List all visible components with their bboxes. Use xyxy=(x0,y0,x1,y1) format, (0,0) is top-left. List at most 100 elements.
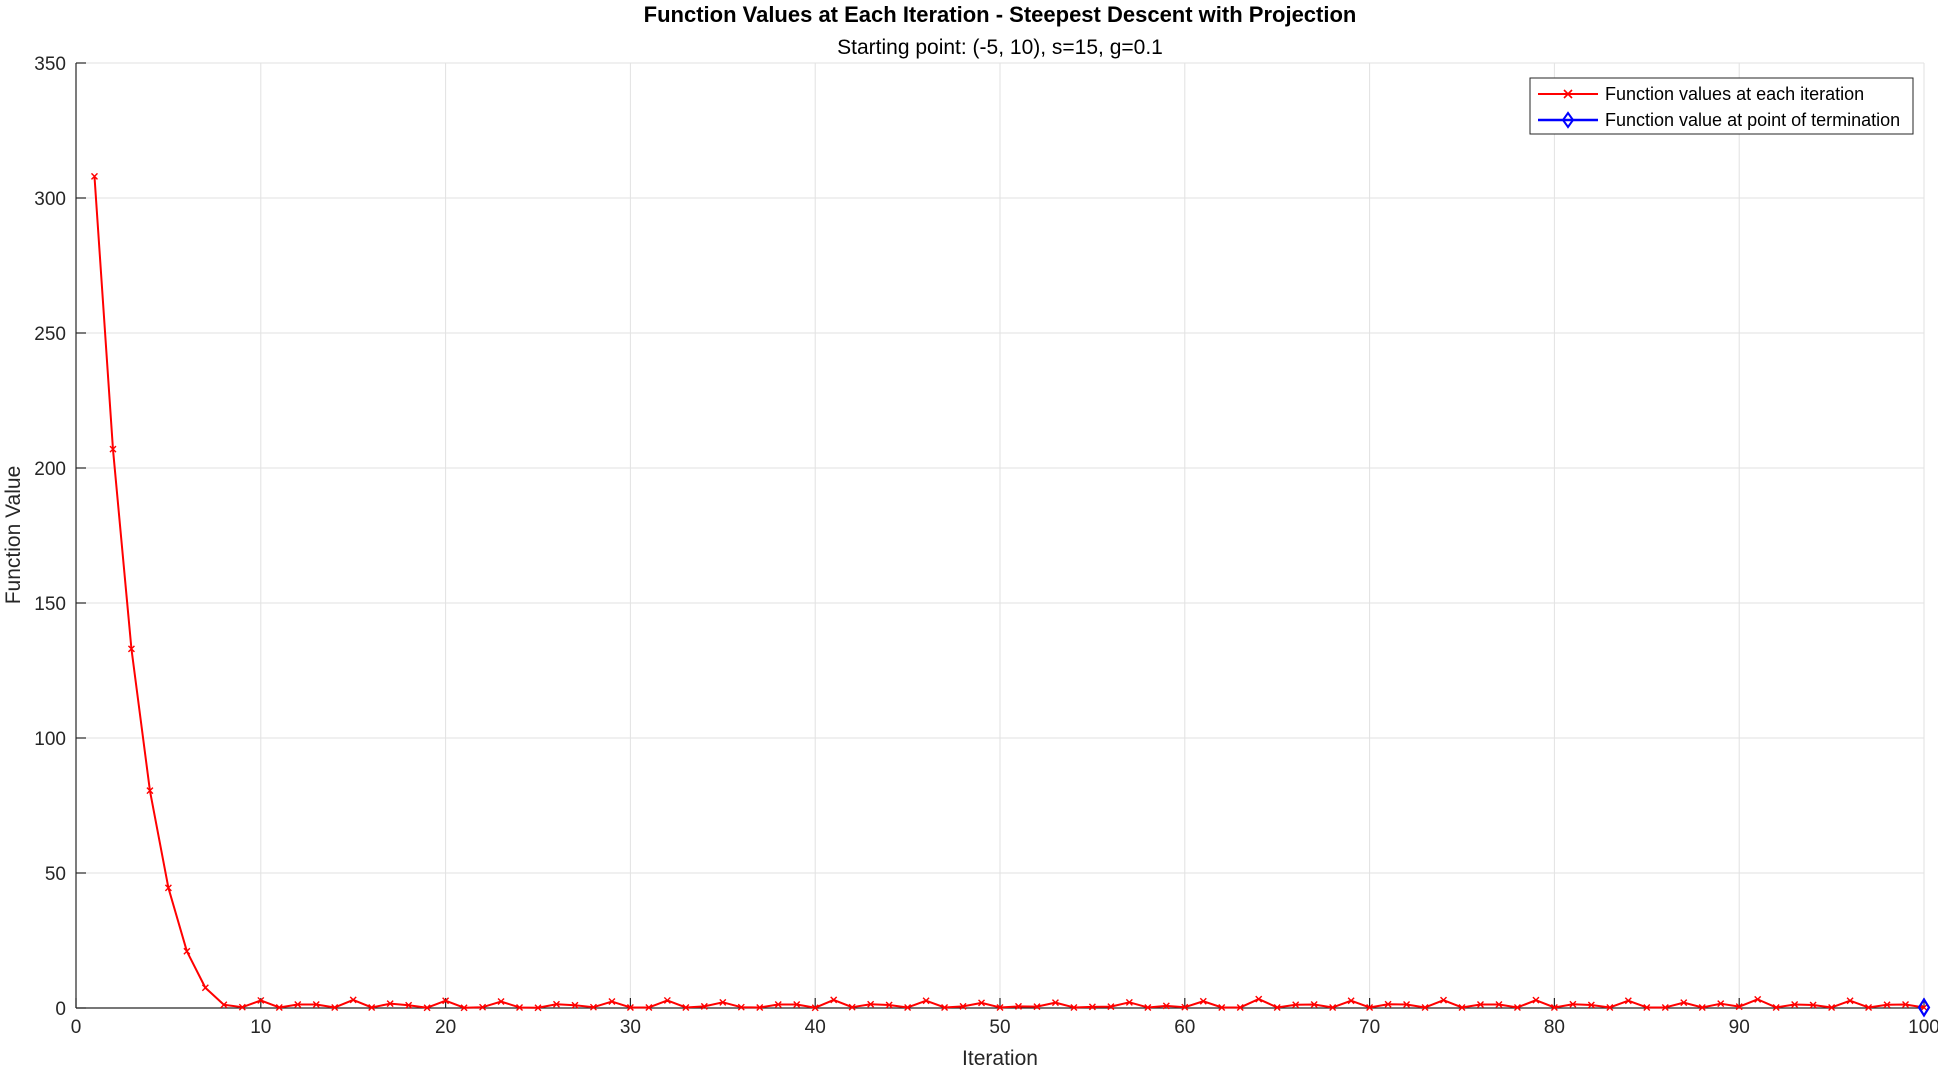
iteration-point-marker xyxy=(386,1000,394,1008)
iteration-point-marker xyxy=(608,998,616,1006)
axis-ticks: 0 10 20 30 40 50 60 70 80 90 100 0 50 100 150 200 250 300… xyxy=(34,54,1938,1038)
iteration-point-marker xyxy=(460,1004,468,1012)
series-layer xyxy=(90,172,1931,1018)
x-axis-label: Iteration xyxy=(962,1047,1038,1070)
iteration-point-marker xyxy=(848,1003,856,1011)
iteration-point-marker xyxy=(331,1003,339,1011)
iteration-point-marker xyxy=(1125,998,1133,1006)
x-tick-label: 90 xyxy=(1729,1017,1750,1038)
iteration-point-marker xyxy=(294,1000,302,1008)
chart-title: Function Values at Each Iteration - Stee… xyxy=(644,2,1357,27)
iteration-point-marker xyxy=(1403,1000,1411,1008)
x-tick-label: 70 xyxy=(1359,1017,1380,1038)
iteration-point-marker xyxy=(164,884,172,892)
iteration-point-marker xyxy=(1107,1003,1115,1011)
iteration-point-marker xyxy=(1421,1003,1429,1011)
iteration-point-marker xyxy=(1051,999,1059,1007)
iteration-point-marker xyxy=(1791,1000,1799,1008)
iteration-point-marker xyxy=(349,996,357,1004)
iteration-point-marker xyxy=(257,996,265,1004)
iteration-point-marker xyxy=(1735,1003,1743,1011)
iteration-point-marker xyxy=(1661,1003,1669,1011)
iteration-point-marker xyxy=(1440,996,1448,1004)
iteration-point-marker xyxy=(1181,1003,1189,1011)
iteration-point-marker xyxy=(312,1000,320,1008)
iteration-point-marker xyxy=(1366,1003,1374,1011)
legend: Function values at each iteration Functi… xyxy=(1529,77,1914,135)
y-tick-label: 50 xyxy=(45,864,66,885)
iteration-point-marker xyxy=(1754,995,1762,1003)
iteration-point-marker xyxy=(1809,1001,1817,1009)
iteration-point-marker xyxy=(1236,1003,1244,1011)
iteration-point-marker xyxy=(1920,1003,1928,1011)
y-tick-label: 150 xyxy=(34,594,66,615)
iteration-point-marker xyxy=(1550,1003,1558,1011)
y-tick-label: 0 xyxy=(55,999,66,1020)
iteration-point-marker xyxy=(1384,1000,1392,1008)
iteration-point-marker xyxy=(1846,997,1854,1005)
iteration-point-marker xyxy=(922,997,930,1005)
iteration-point-marker xyxy=(479,1003,487,1011)
iteration-point-marker xyxy=(90,172,98,180)
iterations-series-line xyxy=(93,176,1925,1009)
iteration-point-marker xyxy=(1476,1000,1484,1008)
iteration-point-marker xyxy=(109,445,117,453)
iteration-point-marker xyxy=(1347,997,1355,1005)
iteration-point-marker xyxy=(1883,1001,1891,1009)
iteration-point-marker xyxy=(867,1000,875,1008)
iteration-point-marker xyxy=(589,1003,597,1011)
iteration-point-marker xyxy=(1772,1003,1780,1011)
iteration-point-marker xyxy=(516,1003,524,1011)
iteration-point-marker xyxy=(1088,1003,1096,1011)
x-tick-label: 100 xyxy=(1908,1017,1938,1038)
y-tick-label: 250 xyxy=(34,324,66,345)
legend-label-termination: Function value at point of termination xyxy=(1605,110,1900,130)
x-tick-label: 20 xyxy=(435,1017,456,1038)
y-tick-label: 200 xyxy=(34,459,66,480)
termination-point-marker xyxy=(1917,997,1931,1018)
iteration-point-marker xyxy=(700,1002,708,1010)
iteration-point-marker xyxy=(405,1001,413,1009)
iteration-point-marker xyxy=(663,996,671,1004)
iteration-point-marker xyxy=(1624,997,1632,1005)
iteration-point-marker xyxy=(1458,1003,1466,1011)
iteration-point-marker xyxy=(238,1003,246,1011)
iteration-point-marker xyxy=(1902,1000,1910,1008)
iteration-point-marker xyxy=(811,1004,819,1012)
iteration-point-marker xyxy=(1680,999,1688,1007)
iteration-point-marker xyxy=(534,1004,542,1012)
x-tick-label: 60 xyxy=(1174,1017,1195,1038)
iteration-point-marker xyxy=(959,1002,967,1010)
iteration-point-marker xyxy=(146,787,154,795)
iteration-point-marker xyxy=(737,1003,745,1011)
iteration-point-marker xyxy=(368,1003,376,1011)
iteration-point-marker xyxy=(1144,1003,1152,1011)
iteration-point-marker xyxy=(552,1000,560,1008)
grid-lines xyxy=(76,62,1925,1008)
iteration-point-marker xyxy=(1717,1000,1725,1008)
legend-box xyxy=(1529,77,1914,135)
iteration-point-marker xyxy=(996,1003,1004,1011)
legend-marker-iterations xyxy=(1563,89,1573,99)
iteration-point-marker xyxy=(645,1003,653,1011)
iteration-point-marker xyxy=(1255,995,1263,1003)
iteration-point-marker xyxy=(571,1001,579,1009)
iteration-point-marker xyxy=(793,1000,801,1008)
iteration-point-marker xyxy=(904,1003,912,1011)
iteration-point-marker xyxy=(1587,1001,1595,1009)
x-tick-label: 30 xyxy=(620,1017,641,1038)
iteration-point-marker xyxy=(682,1003,690,1011)
x-tick-label: 10 xyxy=(250,1017,271,1038)
iteration-point-marker xyxy=(1865,1003,1873,1011)
x-tick-label: 40 xyxy=(805,1017,826,1038)
iteration-point-marker xyxy=(1292,1001,1300,1009)
iteration-point-marker xyxy=(1014,1002,1022,1010)
iteration-point-marker xyxy=(1218,1003,1226,1011)
x-tick-label: 0 xyxy=(71,1017,82,1038)
iteration-point-marker xyxy=(1606,1003,1614,1011)
iteration-point-marker xyxy=(220,1001,228,1009)
iteration-point-marker xyxy=(1162,1002,1170,1010)
iteration-point-marker xyxy=(978,999,986,1007)
